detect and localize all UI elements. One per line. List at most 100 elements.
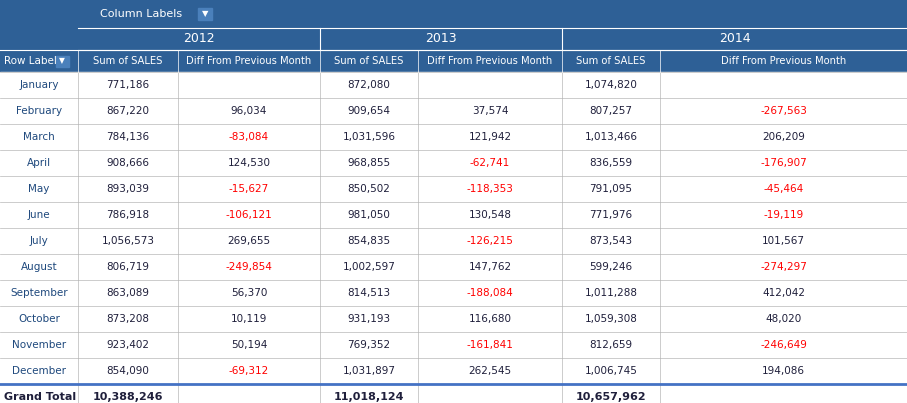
Bar bbox=[56, 56, 69, 67]
Text: 1,059,308: 1,059,308 bbox=[585, 314, 638, 324]
Text: 1,031,596: 1,031,596 bbox=[343, 132, 395, 142]
Text: 1,056,573: 1,056,573 bbox=[102, 236, 154, 246]
Text: 786,918: 786,918 bbox=[106, 210, 150, 220]
Text: -118,353: -118,353 bbox=[466, 184, 513, 194]
Text: 854,090: 854,090 bbox=[106, 366, 150, 376]
Bar bbox=[0, 202, 907, 228]
Text: 10,388,246: 10,388,246 bbox=[93, 392, 163, 402]
Bar bbox=[0, 50, 907, 72]
Text: 863,089: 863,089 bbox=[106, 288, 150, 298]
Text: Sum of SALES: Sum of SALES bbox=[576, 56, 646, 66]
Text: November: November bbox=[12, 340, 66, 350]
Text: 771,186: 771,186 bbox=[106, 80, 150, 90]
Text: 968,855: 968,855 bbox=[347, 158, 391, 168]
Text: 10,657,962: 10,657,962 bbox=[576, 392, 647, 402]
Text: -106,121: -106,121 bbox=[226, 210, 272, 220]
Text: Diff From Previous Month: Diff From Previous Month bbox=[721, 56, 846, 66]
Text: 269,655: 269,655 bbox=[228, 236, 270, 246]
Text: -249,854: -249,854 bbox=[226, 262, 272, 272]
Text: 2014: 2014 bbox=[718, 33, 750, 46]
Text: July: July bbox=[30, 236, 48, 246]
Text: 873,208: 873,208 bbox=[106, 314, 150, 324]
Text: 121,942: 121,942 bbox=[468, 132, 512, 142]
Bar bbox=[0, 28, 907, 50]
Text: 50,194: 50,194 bbox=[230, 340, 268, 350]
Text: 147,762: 147,762 bbox=[468, 262, 512, 272]
Text: January: January bbox=[19, 80, 59, 90]
Text: -161,841: -161,841 bbox=[466, 340, 513, 350]
Text: 771,976: 771,976 bbox=[590, 210, 632, 220]
Text: 784,136: 784,136 bbox=[106, 132, 150, 142]
Bar bbox=[0, 176, 907, 202]
Text: -176,907: -176,907 bbox=[760, 158, 807, 168]
Text: 867,220: 867,220 bbox=[106, 106, 150, 116]
Text: June: June bbox=[28, 210, 50, 220]
Text: -126,215: -126,215 bbox=[466, 236, 513, 246]
Text: Sum of SALES: Sum of SALES bbox=[335, 56, 404, 66]
Text: 1,031,897: 1,031,897 bbox=[343, 366, 395, 376]
Text: October: October bbox=[18, 314, 60, 324]
Text: March: March bbox=[23, 132, 55, 142]
Bar bbox=[0, 358, 907, 384]
Text: 807,257: 807,257 bbox=[590, 106, 632, 116]
Bar bbox=[0, 384, 907, 403]
Text: 130,548: 130,548 bbox=[469, 210, 512, 220]
Text: 96,034: 96,034 bbox=[230, 106, 268, 116]
Bar bbox=[198, 8, 212, 20]
Text: 1,011,288: 1,011,288 bbox=[584, 288, 638, 298]
Text: ▼: ▼ bbox=[59, 56, 65, 66]
Text: 931,193: 931,193 bbox=[347, 314, 391, 324]
Bar bbox=[0, 0, 907, 28]
Text: 769,352: 769,352 bbox=[347, 340, 391, 350]
Bar bbox=[0, 124, 907, 150]
Text: Diff From Previous Month: Diff From Previous Month bbox=[427, 56, 552, 66]
Bar bbox=[0, 228, 907, 254]
Text: 1,013,466: 1,013,466 bbox=[584, 132, 638, 142]
Text: 1,002,597: 1,002,597 bbox=[343, 262, 395, 272]
Text: 262,545: 262,545 bbox=[468, 366, 512, 376]
Text: 48,020: 48,020 bbox=[766, 314, 802, 324]
Bar bbox=[0, 98, 907, 124]
Text: 872,080: 872,080 bbox=[347, 80, 390, 90]
Text: ▼: ▼ bbox=[201, 10, 209, 19]
Text: Column Labels: Column Labels bbox=[100, 9, 182, 19]
Text: 11,018,124: 11,018,124 bbox=[334, 392, 405, 402]
Text: 599,246: 599,246 bbox=[590, 262, 632, 272]
Text: 893,039: 893,039 bbox=[106, 184, 150, 194]
Text: 412,042: 412,042 bbox=[762, 288, 805, 298]
Text: 806,719: 806,719 bbox=[106, 262, 150, 272]
Text: December: December bbox=[12, 366, 66, 376]
Text: 101,567: 101,567 bbox=[762, 236, 805, 246]
Text: 908,666: 908,666 bbox=[106, 158, 150, 168]
Text: Row Label: Row Label bbox=[4, 56, 57, 66]
Text: -15,627: -15,627 bbox=[229, 184, 269, 194]
Text: -62,741: -62,741 bbox=[470, 158, 510, 168]
Text: August: August bbox=[21, 262, 57, 272]
Text: -83,084: -83,084 bbox=[229, 132, 269, 142]
Text: -188,084: -188,084 bbox=[466, 288, 513, 298]
Text: April: April bbox=[27, 158, 51, 168]
Text: 10,119: 10,119 bbox=[230, 314, 268, 324]
Text: Sum of SALES: Sum of SALES bbox=[93, 56, 162, 66]
Text: 981,050: 981,050 bbox=[347, 210, 390, 220]
Text: 791,095: 791,095 bbox=[590, 184, 632, 194]
Text: 2012: 2012 bbox=[183, 33, 215, 46]
Text: May: May bbox=[28, 184, 50, 194]
Text: 854,835: 854,835 bbox=[347, 236, 391, 246]
Text: -267,563: -267,563 bbox=[760, 106, 807, 116]
Text: 124,530: 124,530 bbox=[228, 158, 270, 168]
Text: 194,086: 194,086 bbox=[762, 366, 805, 376]
Bar bbox=[0, 332, 907, 358]
Text: 2013: 2013 bbox=[425, 33, 457, 46]
Text: 836,559: 836,559 bbox=[590, 158, 632, 168]
Bar bbox=[0, 254, 907, 280]
Text: 850,502: 850,502 bbox=[347, 184, 390, 194]
Text: 206,209: 206,209 bbox=[762, 132, 805, 142]
Text: 909,654: 909,654 bbox=[347, 106, 391, 116]
Text: 1,074,820: 1,074,820 bbox=[585, 80, 638, 90]
Bar bbox=[0, 150, 907, 176]
Text: -69,312: -69,312 bbox=[229, 366, 269, 376]
Text: 923,402: 923,402 bbox=[106, 340, 150, 350]
Text: 37,574: 37,574 bbox=[472, 106, 508, 116]
Text: -246,649: -246,649 bbox=[760, 340, 807, 350]
